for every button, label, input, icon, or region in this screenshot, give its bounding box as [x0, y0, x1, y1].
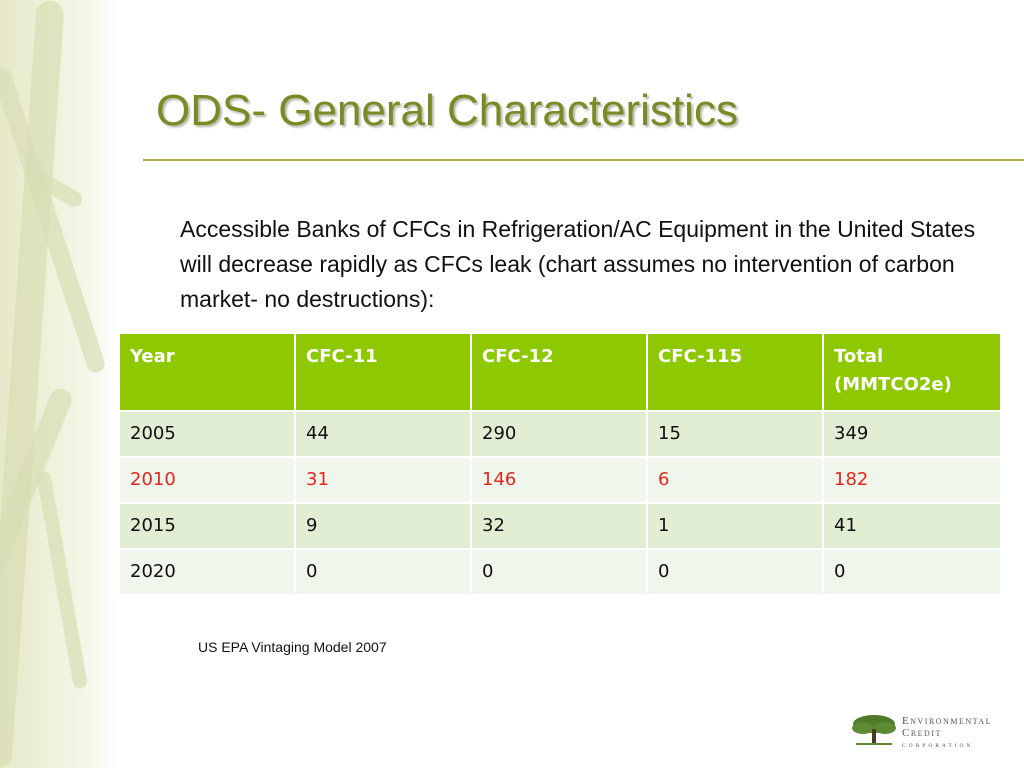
- cell-year: 2015: [118, 502, 296, 550]
- cell-cfc-12: 32: [470, 502, 648, 550]
- cell-cfc-115: 0: [646, 548, 824, 596]
- cell-total: 41: [822, 502, 1002, 550]
- logo-wordmark: Environmental Credit CORPORATION: [902, 715, 992, 752]
- cell-year: 2005: [118, 410, 296, 458]
- cell-cfc-115: 6: [646, 456, 824, 504]
- source-citation: US EPA Vintaging Model 2007: [198, 639, 387, 655]
- company-logo: Environmental Credit CORPORATION: [850, 712, 1010, 752]
- table-row: 2020 0 0 0 0: [118, 548, 1002, 596]
- title-divider: [143, 159, 1024, 161]
- intro-paragraph: Accessible Banks of CFCs in Refrigeratio…: [180, 216, 976, 312]
- cell-cfc-115: 15: [646, 410, 824, 458]
- cell-cfc-12: 146: [470, 456, 648, 504]
- table-row: 2005 44 290 15 349: [118, 410, 1002, 458]
- cell-cfc-12: 0: [470, 548, 648, 596]
- header-total: Total (MMTCO2e): [822, 332, 1002, 412]
- cell-cfc-11: 31: [294, 456, 472, 504]
- header-year: Year: [118, 332, 296, 412]
- header-cfc-11: CFC-11: [294, 332, 472, 412]
- cfc-bank-table: Year CFC-11 CFC-12 CFC-115 Total (MMTCO2…: [118, 332, 1002, 596]
- cell-total: 0: [822, 548, 1002, 596]
- slide-title: ODS- General Characteristics: [156, 86, 738, 135]
- cell-cfc-12: 290: [470, 410, 648, 458]
- cell-cfc-11: 0: [294, 548, 472, 596]
- table-row: 2015 9 32 1 41: [118, 502, 1002, 550]
- logo-line-3: CORPORATION: [902, 743, 974, 749]
- header-cfc-115: CFC-115: [646, 332, 824, 412]
- tree-branch-shape: [36, 470, 88, 690]
- cell-year: 2010: [118, 456, 296, 504]
- logo-line-2: Credit: [902, 727, 942, 739]
- table-row-highlighted: 2010 31 146 6 182: [118, 456, 1002, 504]
- cell-total: 182: [822, 456, 1002, 504]
- header-cfc-12: CFC-12: [470, 332, 648, 412]
- tree-background-art: [0, 0, 118, 768]
- cell-total: 349: [822, 410, 1002, 458]
- cell-cfc-11: 44: [294, 410, 472, 458]
- logo-line-1: Environmental: [902, 715, 993, 727]
- cell-cfc-11: 9: [294, 502, 472, 550]
- table-header-row: Year CFC-11 CFC-12 CFC-115 Total (MMTCO2…: [118, 332, 1002, 412]
- cell-year: 2020: [118, 548, 296, 596]
- cell-cfc-115: 1: [646, 502, 824, 550]
- tree-logo-icon: [852, 715, 896, 745]
